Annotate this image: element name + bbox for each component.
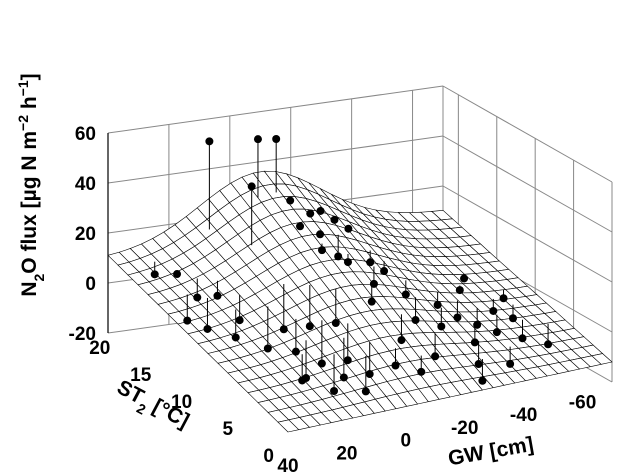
data-point <box>183 316 192 325</box>
data-point <box>205 137 214 146</box>
data-point <box>509 314 517 323</box>
data-point <box>150 270 159 279</box>
data-point <box>397 336 406 345</box>
data-point <box>231 333 240 342</box>
data-point <box>247 182 256 191</box>
data-point <box>296 222 305 231</box>
gw-tick-label: -40 <box>510 405 537 426</box>
data-point <box>437 322 446 331</box>
gw-tick-label: -20 <box>451 418 478 439</box>
side-wall-gridline <box>442 85 613 183</box>
st-tick-label: 20 <box>89 338 110 359</box>
data-point <box>473 320 482 329</box>
data-point <box>203 324 212 333</box>
gw-tick-label: 0 <box>401 431 412 452</box>
data-point <box>173 270 182 279</box>
data-point <box>343 356 352 365</box>
data-point <box>263 344 272 353</box>
data-point <box>330 215 339 224</box>
z-axis-title: N2O flux [µg N m−2 h−1] <box>15 73 47 296</box>
st-tick-label: 0 <box>263 446 274 467</box>
data-point <box>367 297 376 306</box>
st-tick-label: 5 <box>223 419 234 440</box>
st-tick-label: 10 <box>171 392 192 413</box>
data-point <box>344 224 353 233</box>
data-point <box>272 135 281 144</box>
data-point <box>478 376 487 385</box>
data-point <box>453 313 462 322</box>
data-point <box>474 360 483 369</box>
data-point <box>235 316 244 325</box>
data-point <box>492 328 501 337</box>
data-point <box>298 376 307 385</box>
gw-tick-label: -60 <box>569 392 596 413</box>
data-point <box>317 246 326 255</box>
side-wall-gridline <box>442 135 613 233</box>
z-tick-label: 60 <box>75 124 96 145</box>
data-point <box>380 267 389 276</box>
data-point <box>433 300 442 309</box>
data-point <box>317 359 326 368</box>
data-point <box>411 316 420 325</box>
data-point <box>369 279 378 288</box>
z-tick-label: -20 <box>69 324 96 345</box>
data-point <box>470 338 479 347</box>
data-point <box>286 196 295 205</box>
data-point <box>331 319 340 328</box>
data-point <box>193 293 202 302</box>
z-tick-label: 0 <box>85 274 96 295</box>
data-point <box>391 361 400 370</box>
surface-cell <box>591 353 613 365</box>
back-wall-gridline <box>107 135 444 184</box>
gw-tick-label: 40 <box>277 456 298 476</box>
data-point <box>455 286 464 295</box>
data-point <box>306 209 315 218</box>
data-point <box>316 206 325 215</box>
data-point <box>518 334 527 343</box>
data-point <box>213 291 222 300</box>
data-point <box>339 373 348 382</box>
data-point <box>489 306 498 315</box>
data-point <box>334 252 343 261</box>
data-point <box>305 322 314 331</box>
data-point <box>460 274 469 283</box>
gw-tick-label: 20 <box>336 443 357 464</box>
data-point <box>431 352 440 361</box>
data-point <box>365 370 374 379</box>
data-point <box>544 340 553 349</box>
st-axis-title: ST2 [°C] <box>110 376 193 438</box>
data-point <box>417 367 426 376</box>
z-tick-label: 20 <box>75 224 96 245</box>
data-points <box>150 135 553 396</box>
data-point <box>366 258 375 267</box>
data-point <box>279 325 288 334</box>
data-point <box>291 347 300 356</box>
side-wall-gridline <box>442 185 613 283</box>
data-point <box>343 258 352 267</box>
st-tick-label: 15 <box>130 365 152 386</box>
z-tick-label: 40 <box>75 174 96 195</box>
back-wall-gridline <box>107 85 444 134</box>
data-point <box>330 387 339 396</box>
data-point <box>361 387 370 396</box>
data-point <box>253 135 262 144</box>
data-point <box>499 294 508 303</box>
data-point <box>316 230 325 239</box>
data-point <box>506 359 515 368</box>
data-point <box>401 290 410 299</box>
